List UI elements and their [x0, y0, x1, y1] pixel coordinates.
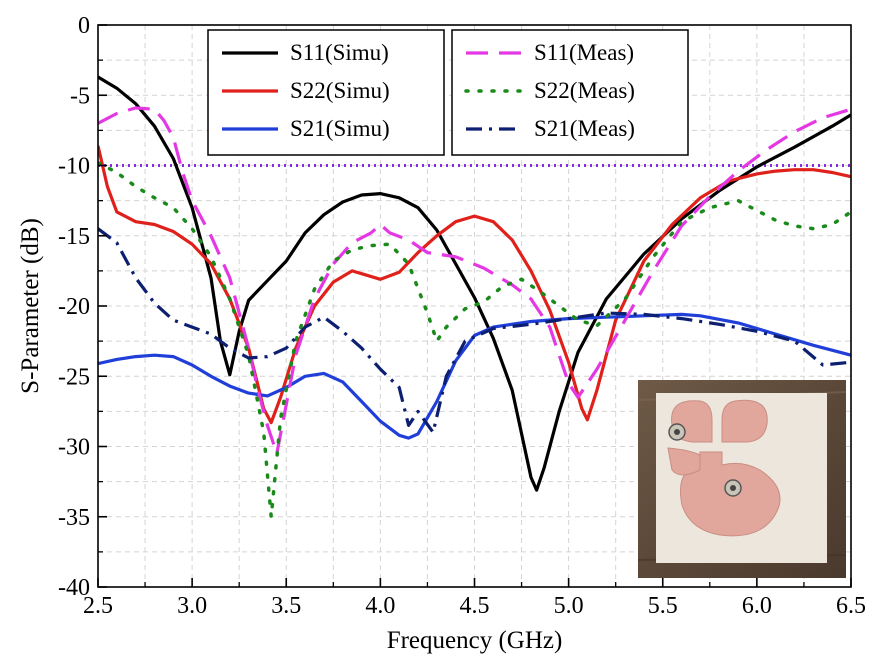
series-line-s21-meas: [98, 227, 851, 434]
legend-label: S22(Simu): [290, 78, 390, 103]
axis-ticks: 2.5 3.0 3.5 4.0 4.5 5.0 5.5 6.0 6.5 0 -5 -10 -15 -20 -…: [58, 13, 866, 619]
y-tick-label: -35: [58, 505, 90, 531]
x-tick-label: 5.5: [648, 593, 678, 619]
y-tick-label: -30: [58, 435, 90, 461]
legend-label: S21(Meas): [534, 116, 635, 141]
legend-label: S21(Simu): [290, 116, 390, 141]
x-tick-label: 3.5: [271, 593, 301, 619]
x-tick-label: 6.5: [836, 593, 866, 619]
x-axis-title: Frequency (GHz): [387, 627, 563, 654]
y-axis-title: S-Parameter (dB): [17, 218, 44, 394]
antenna-prototype-photo: [637, 380, 847, 578]
series-line-s22-simu: [98, 145, 851, 425]
legend-label: S11(Meas): [534, 40, 634, 65]
series-line-s22-meas: [98, 160, 851, 519]
series-line-s11-simu: [98, 75, 851, 492]
x-tick-label: 4.5: [460, 593, 490, 619]
y-tick-label: 0: [78, 13, 90, 39]
x-tick-label: 3.0: [177, 593, 207, 619]
y-tick-label: -15: [58, 224, 90, 250]
x-tick-label: 6.0: [742, 593, 772, 619]
series-line-s11-meas: [98, 106, 851, 456]
sma-connector: [668, 423, 742, 497]
y-tick-label: -40: [58, 575, 90, 601]
legend: S11(Simu) S22(Simu) S21(Simu) S11(Meas) S22(…: [207, 29, 689, 156]
legend-label: S22(Meas): [534, 78, 635, 103]
x-tick-label: 2.5: [83, 593, 113, 619]
x-tick-label: 5.0: [554, 593, 584, 619]
y-tick-label: -20: [58, 294, 90, 320]
x-tick-label: 4.0: [365, 593, 395, 619]
series-line-s21-simu: [98, 312, 851, 440]
y-tick-label: -5: [70, 83, 90, 109]
y-tick-label: -10: [58, 154, 90, 180]
y-tick-label: -25: [58, 364, 90, 390]
series-layer: [98, 75, 851, 519]
legend-label: S11(Simu): [290, 40, 389, 65]
